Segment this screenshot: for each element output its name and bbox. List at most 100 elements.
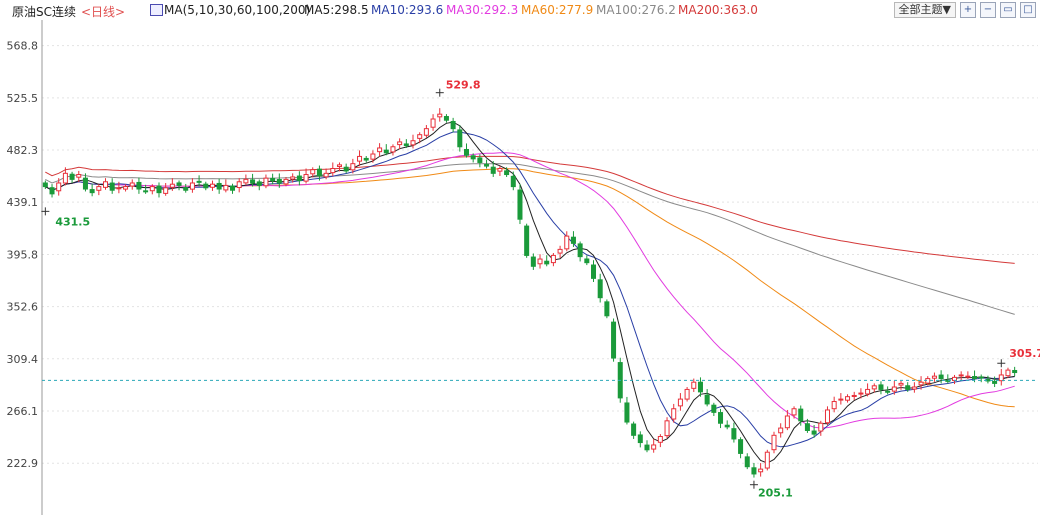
candle xyxy=(784,409,790,431)
zoom-in-icon[interactable]: + xyxy=(960,2,976,18)
candle xyxy=(838,393,844,405)
candle-body xyxy=(357,155,363,162)
candle-body xyxy=(390,146,396,153)
candle xyxy=(564,231,570,252)
candle xyxy=(477,154,483,168)
candle xyxy=(149,184,155,195)
candle-body xyxy=(771,434,777,451)
candle xyxy=(845,394,851,403)
candle xyxy=(430,114,436,131)
candle-body xyxy=(236,181,242,189)
candle-body xyxy=(49,187,55,195)
moving-average-lines xyxy=(45,121,1015,464)
maximize-icon[interactable]: □ xyxy=(1020,2,1036,18)
candle-body xyxy=(564,235,570,250)
candle xyxy=(443,114,449,123)
candle xyxy=(263,174,269,189)
candle xyxy=(544,255,550,267)
candle xyxy=(370,150,376,163)
candle-body xyxy=(283,178,289,185)
candle-body xyxy=(470,155,476,160)
candle xyxy=(62,167,68,186)
candle xyxy=(570,231,576,247)
candle xyxy=(243,174,249,186)
candle-body xyxy=(624,402,630,423)
candle-body xyxy=(905,385,911,390)
candle xyxy=(577,241,583,262)
candle-body xyxy=(477,157,483,163)
candle-body xyxy=(938,374,944,380)
zoom-out-icon[interactable]: − xyxy=(980,2,996,18)
candle xyxy=(276,173,282,188)
period-label[interactable]: <日线> xyxy=(81,5,126,19)
candle-body xyxy=(223,184,229,191)
candle-body xyxy=(310,169,316,175)
candle-body xyxy=(323,172,329,178)
candle xyxy=(357,150,363,166)
candle xyxy=(731,422,737,443)
y-tick-label: 395.8 xyxy=(7,248,39,261)
candle-body xyxy=(209,183,215,188)
candle xyxy=(42,180,48,190)
candle-body xyxy=(270,178,276,182)
candle-body xyxy=(584,258,590,264)
candle-body xyxy=(370,153,376,160)
candle-body xyxy=(423,128,429,136)
candle xyxy=(524,223,530,258)
candle xyxy=(651,438,657,453)
candle xyxy=(183,183,189,193)
candle-body xyxy=(103,181,109,188)
candle-body xyxy=(851,394,857,398)
y-tick-label: 568.8 xyxy=(7,40,39,53)
candle xyxy=(758,463,764,477)
candle-body xyxy=(557,248,563,254)
candle xyxy=(858,388,864,399)
candle xyxy=(397,138,403,150)
ma-label: MA(5,10,30,60,100,200) xyxy=(164,3,311,17)
candle-body xyxy=(858,392,864,395)
theme-select-button[interactable]: 全部主题▼ xyxy=(893,2,956,18)
candles xyxy=(42,108,1018,478)
candle-body xyxy=(336,164,342,168)
candle-body xyxy=(530,256,536,267)
candle-body xyxy=(677,398,683,407)
candle-body xyxy=(758,468,764,473)
candle xyxy=(671,403,677,423)
candle xyxy=(724,420,730,430)
candle xyxy=(744,453,750,470)
candle xyxy=(624,396,630,425)
candle-body xyxy=(116,187,122,190)
candle xyxy=(517,184,523,225)
candle-body xyxy=(343,166,349,172)
annotations: 529.8 431.5 205.1 305.7 xyxy=(41,79,1040,500)
candle-body xyxy=(784,415,790,429)
candle xyxy=(196,175,202,187)
candle xyxy=(437,108,443,122)
candle-body xyxy=(524,225,530,256)
candle-body xyxy=(671,408,677,420)
candle-body xyxy=(550,254,556,264)
candle-body xyxy=(350,163,356,171)
candle-body xyxy=(544,260,550,265)
candle xyxy=(176,180,182,191)
candle-body xyxy=(885,390,891,393)
candle-body xyxy=(704,394,710,405)
candle-body xyxy=(731,428,737,440)
candle xyxy=(250,173,256,187)
candle xyxy=(336,162,342,172)
candle-body xyxy=(437,113,443,118)
candle-body xyxy=(1005,369,1011,377)
restore-icon[interactable]: ▭ xyxy=(1000,2,1016,18)
candle-body xyxy=(657,436,663,443)
candle xyxy=(89,183,95,197)
candle xyxy=(631,421,637,439)
symbol-label: 原油SC连续 xyxy=(12,5,76,19)
candle-body xyxy=(597,279,603,299)
ma-indicator-icon[interactable] xyxy=(150,4,163,16)
candle xyxy=(898,380,904,390)
ma30-value: MA30:292.3 xyxy=(446,3,519,17)
candle xyxy=(811,424,817,438)
candle xyxy=(236,178,242,193)
